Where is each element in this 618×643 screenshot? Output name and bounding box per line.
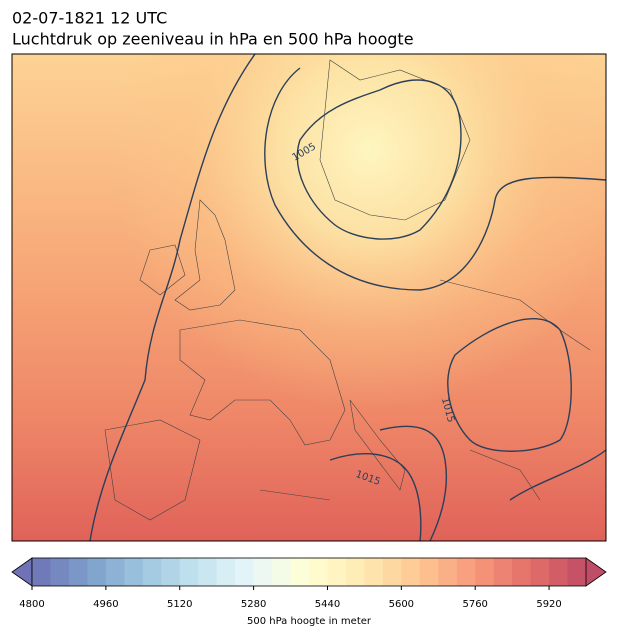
colorbar-swatch bbox=[161, 558, 181, 586]
colorbar-tick-label: 5760 bbox=[462, 599, 487, 610]
colorbar-swatch bbox=[68, 558, 88, 586]
colorbar-swatch bbox=[382, 558, 402, 586]
colorbar-swatch bbox=[50, 558, 70, 586]
colorbar-swatch bbox=[32, 558, 51, 586]
colorbar: 4800 4960 5120 5280 5440 5600 5760 5920 bbox=[11, 557, 607, 610]
colorbar-tick-label: 5920 bbox=[536, 599, 561, 610]
colorbar-frame bbox=[31, 557, 587, 587]
colorbar-swatch bbox=[345, 558, 365, 586]
colorbar-swatch bbox=[438, 558, 458, 586]
title-date: 02-07-1821 12 UTC bbox=[12, 9, 167, 28]
colorbar-swatch bbox=[253, 558, 273, 586]
colorbar-tick-label: 5440 bbox=[315, 599, 340, 610]
colorbar-swatch bbox=[142, 558, 162, 586]
colorbar-swatch bbox=[475, 558, 495, 586]
height-field-high bbox=[12, 54, 606, 541]
colorbar-swatch bbox=[272, 558, 292, 586]
colorbar-tick-label: 5120 bbox=[167, 599, 192, 610]
isobar bbox=[329, 453, 422, 541]
colorbar-tick-label: 5280 bbox=[241, 599, 266, 610]
colorbar-swatch bbox=[216, 558, 236, 586]
colorbar-tick-label: 4960 bbox=[93, 599, 118, 610]
colorbar-swatch bbox=[419, 558, 439, 586]
colorbar-swatch bbox=[549, 558, 569, 586]
isobar bbox=[264, 67, 606, 291]
isobar bbox=[509, 449, 606, 501]
colorbar-swatch bbox=[87, 558, 107, 586]
colorbar-label: 500 hPa hoogte in meter bbox=[247, 616, 372, 627]
colorbar-swatch bbox=[235, 558, 255, 586]
map bbox=[12, 54, 606, 541]
colorbar-extend-low bbox=[11, 557, 33, 587]
isobar bbox=[379, 425, 448, 541]
map-frame bbox=[11, 53, 607, 542]
colorbar-swatch bbox=[309, 558, 328, 586]
isobar bbox=[447, 318, 572, 452]
colorbar-swatch bbox=[105, 558, 125, 586]
colorbar-swatch bbox=[401, 558, 421, 586]
colorbar-tick-label: 5600 bbox=[389, 599, 414, 610]
colorbar-swatch bbox=[198, 558, 218, 586]
colorbar-swatch bbox=[290, 558, 310, 586]
colorbar-swatch bbox=[456, 558, 476, 586]
colorbar-swatch bbox=[327, 558, 347, 586]
colorbar-swatch bbox=[530, 558, 550, 586]
colorbar-swatch bbox=[493, 558, 513, 586]
isobar bbox=[89, 54, 256, 541]
isobar bbox=[296, 79, 462, 240]
colorbar-swatch bbox=[179, 558, 199, 586]
colorbar-swatch bbox=[124, 558, 144, 586]
coastline bbox=[104, 59, 591, 521]
colorbar-extend-high bbox=[585, 557, 607, 587]
title-desc: Luchtdruk op zeeniveau in hPa en 500 hPa… bbox=[12, 30, 414, 49]
colorbar-swatch bbox=[512, 558, 532, 586]
colorbar-tick-label: 4800 bbox=[19, 599, 44, 610]
colorbar-swatch bbox=[567, 558, 587, 586]
colorbar-swatch bbox=[364, 558, 384, 586]
